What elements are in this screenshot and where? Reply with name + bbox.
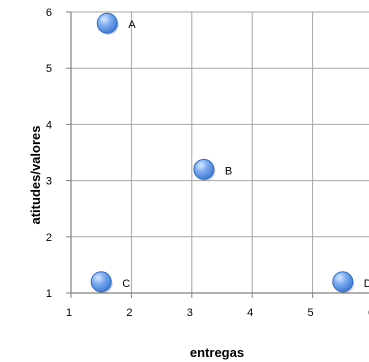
point-label-d: D [364,278,369,290]
x-tick-label: 1 [66,307,72,319]
point-label-a: A [128,19,136,31]
x-tick-label: 5 [308,307,314,319]
y-tick-label: 6 [46,7,52,19]
y-axis-title: atitudes/valores [28,126,43,225]
y-tick-label: 3 [46,176,52,188]
point-label-c: C [122,278,130,290]
axes [66,11,369,298]
x-tick-label: 4 [247,307,253,319]
tick-labels: 1 2 3 4 5 6 1 2 3 4 5 6 [46,7,369,319]
data-point-d [332,271,354,293]
y-tick-label: 1 [46,288,52,300]
y-tick-label: 5 [46,63,52,75]
x-tick-label: 3 [187,307,193,319]
x-axis-title: entregas [190,345,244,360]
y-tick-label: 4 [46,119,52,131]
data-points: A B C D [90,12,369,294]
data-point-a [96,12,118,34]
data-point-c [90,271,112,293]
grid-lines [71,11,369,293]
x-tick-label: 2 [126,307,132,319]
x-tick-label: 6 [368,307,369,319]
point-label-b: B [225,165,232,177]
y-tick-label: 2 [46,232,52,244]
data-point-b [193,158,215,180]
